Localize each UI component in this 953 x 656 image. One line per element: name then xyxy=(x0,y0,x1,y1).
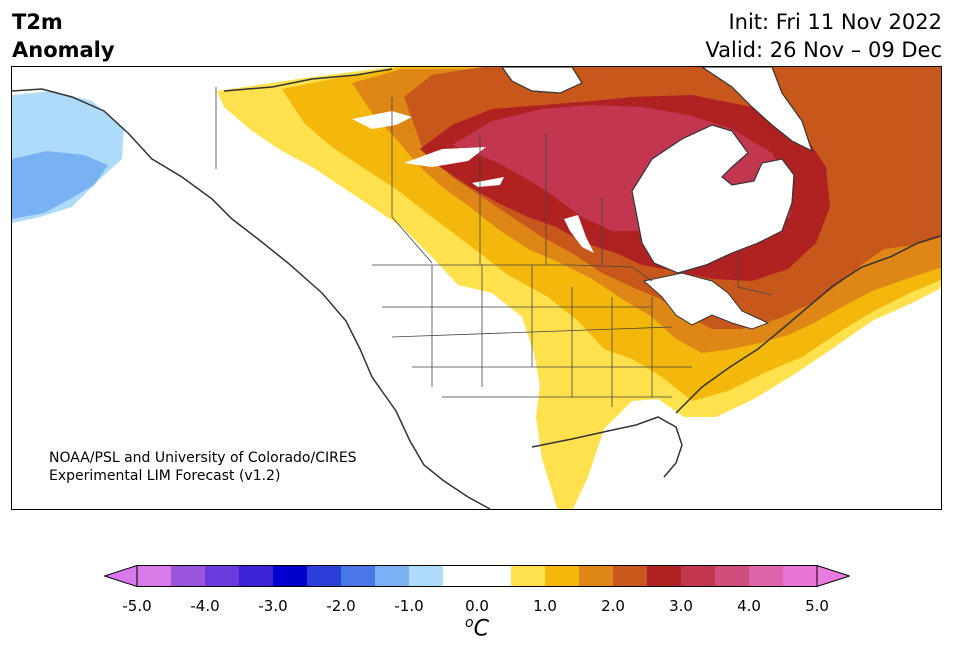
colorbar-cell xyxy=(375,565,410,587)
colorbar-tick-label: -4.0 xyxy=(190,597,220,615)
credit-line-1: NOAA/PSL and University of Colorado/CIRE… xyxy=(49,450,357,466)
colorbar-cell xyxy=(715,565,750,587)
great-bear-lake xyxy=(352,111,412,129)
state-grid-1 xyxy=(431,265,653,407)
hudson-bay-water xyxy=(501,67,814,274)
colorbar-cell xyxy=(511,565,546,587)
coastline-atlantic xyxy=(675,234,941,414)
colorbar-tick-label: 3.0 xyxy=(669,597,693,615)
colorbar-cell xyxy=(749,565,784,587)
colorbar-under-triangle xyxy=(104,565,138,587)
hudson-bay xyxy=(631,124,795,274)
colorbar-tick-label: -2.0 xyxy=(326,597,356,615)
colorbar-cell xyxy=(341,565,376,587)
colorbar-cell xyxy=(171,565,206,587)
lake-winnipeg xyxy=(564,215,594,253)
colorbar-cell xyxy=(579,565,614,587)
credit-line-2: Experimental LIM Forecast (v1.2) xyxy=(49,468,281,484)
colorbar-over-triangle xyxy=(816,565,850,587)
colorbar-cell xyxy=(443,565,478,587)
colorbar-tick-label: -3.0 xyxy=(258,597,288,615)
anomaly-map xyxy=(11,66,942,510)
colorbar-cell xyxy=(273,565,308,587)
province-border-5 xyxy=(737,251,773,296)
province-border-1 xyxy=(391,97,433,264)
coastline-alaska xyxy=(12,88,491,509)
colorbar-tick-label: -1.0 xyxy=(394,597,424,615)
colorbar-cell xyxy=(613,565,648,587)
colorbar-cell xyxy=(239,565,274,587)
colorbar-cell xyxy=(647,565,682,587)
colorbar-tick-label: 0.0 xyxy=(465,597,489,615)
colorbar-cell xyxy=(545,565,580,587)
title-line-1: T2m xyxy=(12,10,63,34)
unit-base: C xyxy=(473,616,489,642)
colorbar-cell xyxy=(307,565,342,587)
state-grid-2 xyxy=(382,306,692,398)
colorbar-cells xyxy=(137,565,818,587)
colorbar-tick-label: 5.0 xyxy=(805,597,829,615)
foxe-basin xyxy=(700,67,814,153)
us-canada-border xyxy=(372,264,653,282)
colorbar-tick-label: 2.0 xyxy=(601,597,625,615)
contour-alaska-blue xyxy=(12,151,108,219)
colorbar-cell xyxy=(205,565,240,587)
forecast-dates: Init: Fri 11 Nov 2022 Valid: 26 Nov – 09… xyxy=(705,8,942,64)
great-lakes xyxy=(642,272,770,330)
political-borders xyxy=(215,87,773,407)
colorbar-cell xyxy=(137,565,172,587)
arctic-ocean-gap xyxy=(501,67,583,94)
map-canvas xyxy=(12,67,941,509)
colorbar xyxy=(104,565,850,587)
colorbar-tick-label: 1.0 xyxy=(533,597,557,615)
colorbar-cell xyxy=(477,565,512,587)
colorbar-tick-label: 4.0 xyxy=(737,597,761,615)
land-outlines xyxy=(12,68,941,509)
map-title: T2m Anomaly xyxy=(12,8,115,64)
colorbar-cell xyxy=(783,565,818,587)
colorbar-cell xyxy=(409,565,444,587)
colorbar-unit: oC xyxy=(465,615,489,641)
colorbar-cell xyxy=(681,565,716,587)
great-slave-lake xyxy=(404,147,486,167)
coastline-arctic xyxy=(223,68,393,92)
init-date: Init: Fri 11 Nov 2022 xyxy=(728,10,942,34)
coastline-gulf xyxy=(531,416,683,478)
colorbar-tick-label: -5.0 xyxy=(122,597,152,615)
unit-degree-sup: o xyxy=(465,615,474,631)
forecast-credit: NOAA/PSL and University of Colorado/CIRE… xyxy=(49,449,357,485)
title-line-2: Anomaly xyxy=(12,38,115,62)
colorbar-outline xyxy=(136,565,818,587)
valid-dates: Valid: 26 Nov – 09 Dec xyxy=(705,38,942,62)
